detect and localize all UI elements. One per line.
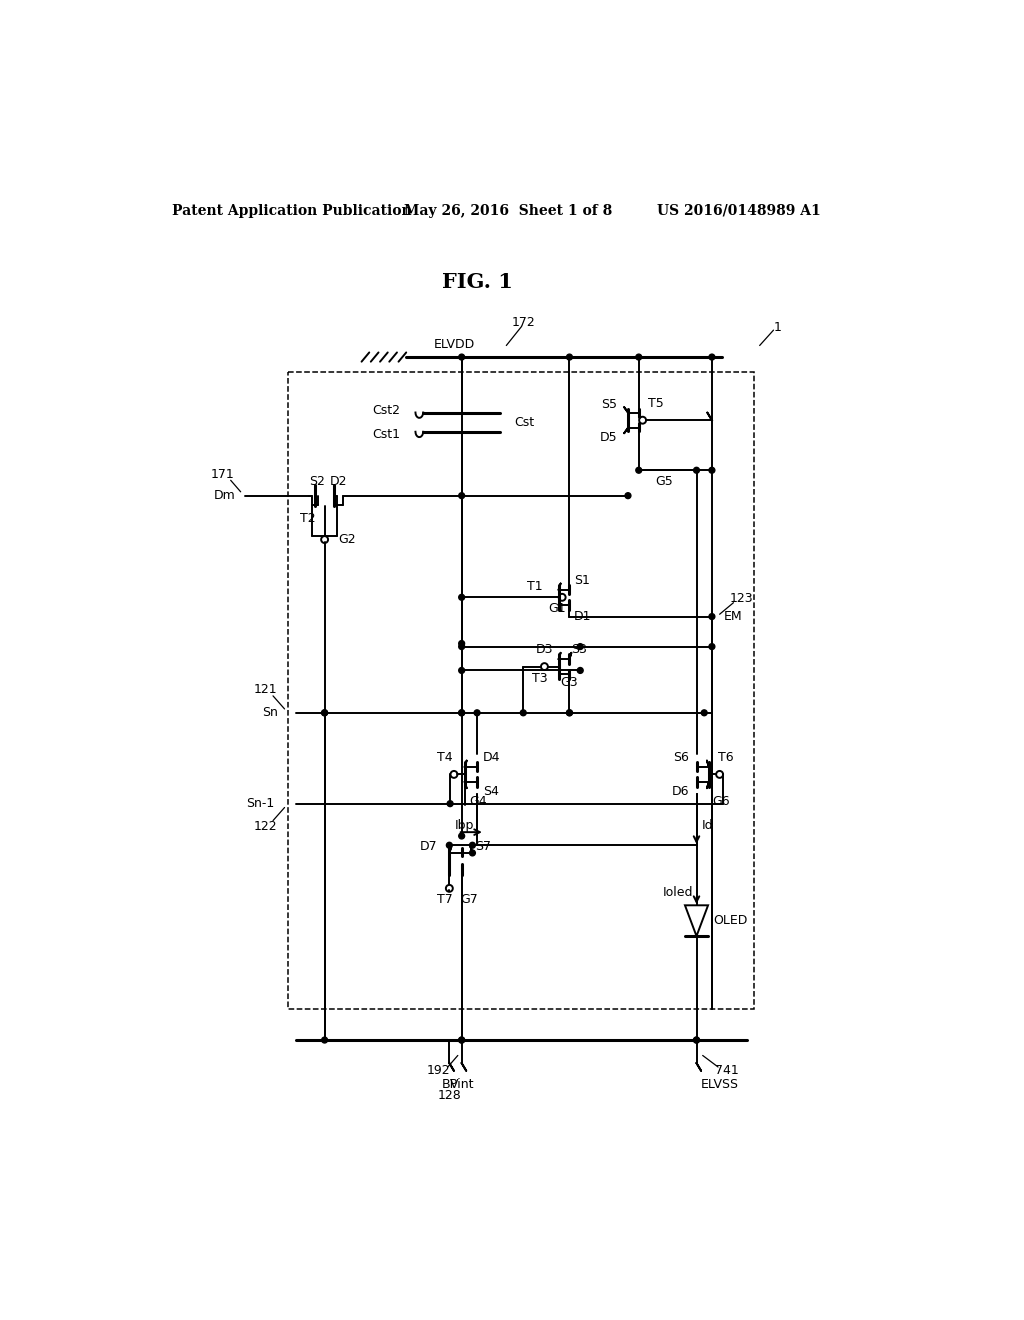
Text: FIG. 1: FIG. 1 xyxy=(441,272,512,292)
Text: T7: T7 xyxy=(437,892,453,906)
Circle shape xyxy=(446,842,453,849)
Text: T5: T5 xyxy=(648,397,664,409)
Circle shape xyxy=(459,354,465,360)
Circle shape xyxy=(693,1038,699,1043)
Text: G2: G2 xyxy=(339,533,356,546)
Circle shape xyxy=(709,354,715,360)
Text: Cst: Cst xyxy=(514,416,535,429)
Circle shape xyxy=(322,710,328,715)
Text: D6: D6 xyxy=(672,785,689,797)
Text: T1: T1 xyxy=(527,579,543,593)
Text: G3: G3 xyxy=(560,676,578,689)
Text: S1: S1 xyxy=(574,574,590,587)
Text: ELVSS: ELVSS xyxy=(700,1078,738,1092)
Text: D4: D4 xyxy=(483,751,501,764)
Circle shape xyxy=(636,354,642,360)
Text: Dm: Dm xyxy=(214,490,236,502)
Text: 741: 741 xyxy=(716,1064,739,1077)
Text: Cst2: Cst2 xyxy=(372,404,400,417)
Text: Cst1: Cst1 xyxy=(372,428,400,441)
Circle shape xyxy=(709,614,715,619)
Circle shape xyxy=(578,668,583,673)
Text: 1: 1 xyxy=(773,321,781,334)
Text: Sn-1: Sn-1 xyxy=(247,797,274,810)
Circle shape xyxy=(701,710,708,715)
Text: G7: G7 xyxy=(460,892,478,906)
Circle shape xyxy=(459,668,465,673)
Text: 121: 121 xyxy=(254,684,278,696)
Circle shape xyxy=(459,492,465,499)
Circle shape xyxy=(578,644,583,649)
Text: US 2016/0148989 A1: US 2016/0148989 A1 xyxy=(657,203,820,218)
Text: May 26, 2016  Sheet 1 of 8: May 26, 2016 Sheet 1 of 8 xyxy=(403,203,612,218)
Text: D7: D7 xyxy=(420,841,437,853)
Text: 128: 128 xyxy=(437,1089,461,1102)
Circle shape xyxy=(459,833,465,840)
Circle shape xyxy=(322,1038,328,1043)
Circle shape xyxy=(566,354,572,360)
Text: D2: D2 xyxy=(330,475,347,488)
Circle shape xyxy=(459,594,465,601)
Text: Id: Id xyxy=(701,818,713,832)
Text: D5: D5 xyxy=(600,430,617,444)
Circle shape xyxy=(474,710,480,715)
Text: D1: D1 xyxy=(574,610,592,623)
Text: EM: EM xyxy=(724,610,742,623)
Circle shape xyxy=(322,710,328,715)
Text: Ibp: Ibp xyxy=(455,818,474,832)
Text: S7: S7 xyxy=(475,841,492,853)
Circle shape xyxy=(625,492,631,499)
Text: S2: S2 xyxy=(309,475,325,488)
Circle shape xyxy=(636,467,642,473)
Circle shape xyxy=(459,710,465,715)
Circle shape xyxy=(693,467,699,473)
Circle shape xyxy=(470,850,475,855)
Text: OLED: OLED xyxy=(714,915,748,927)
Circle shape xyxy=(459,1038,465,1043)
Circle shape xyxy=(447,801,453,807)
Text: D3: D3 xyxy=(537,643,554,656)
Text: Vint: Vint xyxy=(450,1078,474,1092)
Circle shape xyxy=(693,1038,699,1043)
Text: G1: G1 xyxy=(548,602,565,615)
Text: T4: T4 xyxy=(437,751,453,764)
Text: Ioled: Ioled xyxy=(663,887,693,899)
Text: Patent Application Publication: Patent Application Publication xyxy=(172,203,412,218)
Text: 172: 172 xyxy=(511,315,536,329)
Circle shape xyxy=(459,1038,465,1043)
Text: 122: 122 xyxy=(254,820,278,833)
Text: T6: T6 xyxy=(718,751,733,764)
Circle shape xyxy=(566,710,572,715)
Text: S3: S3 xyxy=(570,643,587,656)
Circle shape xyxy=(709,644,715,649)
Text: S6: S6 xyxy=(673,751,689,764)
Text: 192: 192 xyxy=(427,1064,451,1077)
Text: 171: 171 xyxy=(211,467,234,480)
Text: G6: G6 xyxy=(712,795,729,808)
Text: Sn: Sn xyxy=(262,706,278,719)
Circle shape xyxy=(566,710,572,715)
Text: G5: G5 xyxy=(655,474,674,487)
Circle shape xyxy=(470,842,475,849)
Circle shape xyxy=(459,710,465,715)
Text: G4: G4 xyxy=(469,795,487,808)
Text: T2: T2 xyxy=(300,512,315,525)
Text: BP: BP xyxy=(441,1078,458,1092)
Circle shape xyxy=(459,644,465,649)
Text: ELVDD: ELVDD xyxy=(433,338,474,351)
Circle shape xyxy=(709,467,715,473)
Circle shape xyxy=(459,640,465,647)
Text: T3: T3 xyxy=(532,672,548,685)
Text: S5: S5 xyxy=(601,399,617,412)
Text: S4: S4 xyxy=(483,785,499,797)
Text: 123: 123 xyxy=(729,591,753,605)
Circle shape xyxy=(520,710,526,715)
